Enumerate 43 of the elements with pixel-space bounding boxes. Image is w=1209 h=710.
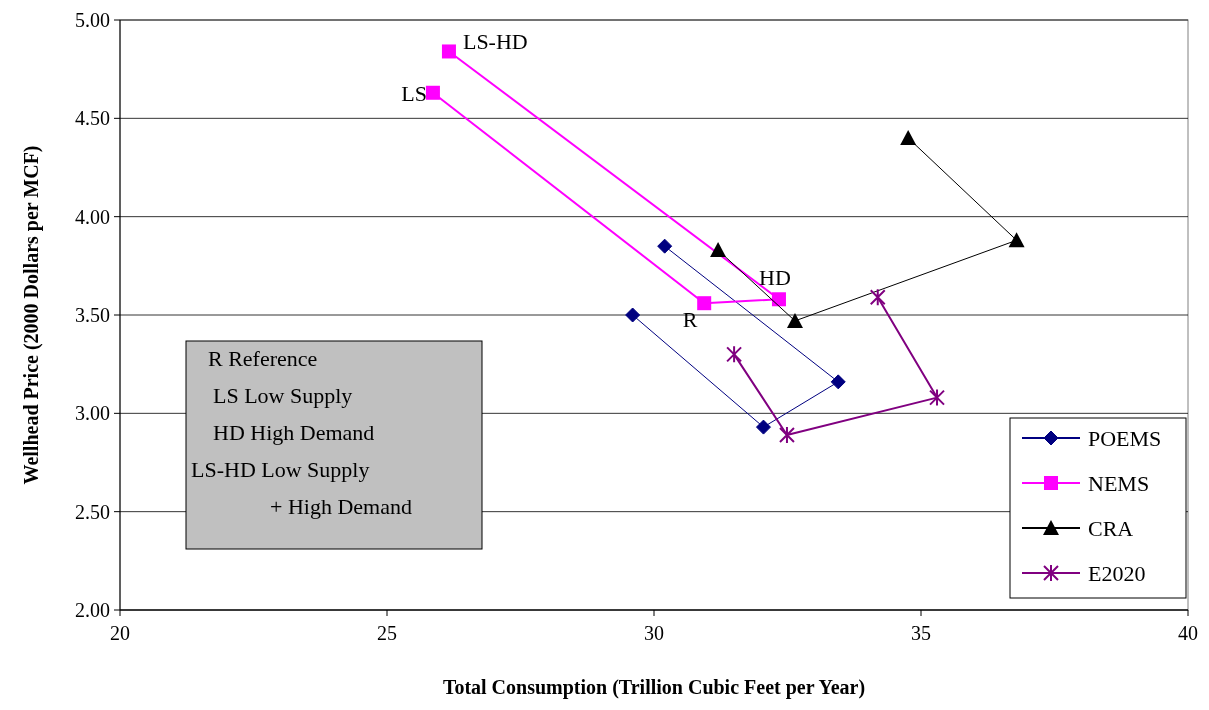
x-tick-label: 35 (911, 622, 931, 644)
annotation: HD High Demand (213, 420, 375, 445)
annotation: HD (759, 265, 791, 291)
point (869, 288, 886, 307)
x-tick-label: 25 (377, 622, 397, 644)
y-tick-label: 5.00 (75, 9, 110, 31)
point (929, 388, 946, 407)
point (710, 242, 727, 258)
annotation: LS-HD Low Supply (191, 457, 370, 482)
annotation: LS-HD (462, 29, 528, 55)
y-tick-label: 4.50 (75, 107, 110, 130)
legend-label: POEMS (1088, 425, 1162, 451)
y-tick-label: 2.50 (75, 500, 110, 523)
annotation: + High Demand (270, 494, 412, 519)
point (697, 296, 712, 311)
annotation: R Reference (208, 346, 318, 371)
x-tick-label: 30 (644, 622, 664, 644)
point (425, 85, 440, 100)
annotation: LS Low Supply (213, 383, 353, 408)
y-tick-label: 3.50 (75, 304, 110, 326)
x-axis-title: Total Consumption (Trillion Cubic Feet per Year) (442, 676, 866, 699)
point (726, 345, 743, 364)
point (830, 374, 846, 390)
point (778, 425, 795, 444)
point (1008, 232, 1025, 248)
x-tick-label: 40 (1178, 622, 1198, 644)
legend-label: CRA (1088, 515, 1134, 541)
point (755, 419, 771, 435)
legend-label: NEMS (1088, 470, 1150, 496)
x-tick-label: 20 (110, 622, 130, 644)
point (786, 312, 803, 328)
point (625, 307, 641, 323)
annotation: LS (401, 80, 427, 106)
point (771, 292, 786, 307)
y-tick-label: 4.00 (75, 205, 110, 228)
point (900, 130, 917, 145)
y-axis-title: Wellhead Price (2000 Dollars per MCF) (20, 145, 43, 485)
annotation: R (682, 307, 698, 333)
y-tick-label: 3.00 (75, 402, 110, 425)
legend-label: E2020 (1088, 560, 1146, 586)
point (657, 238, 673, 254)
point (441, 44, 456, 59)
y-tick-label: 2.00 (75, 599, 110, 621)
